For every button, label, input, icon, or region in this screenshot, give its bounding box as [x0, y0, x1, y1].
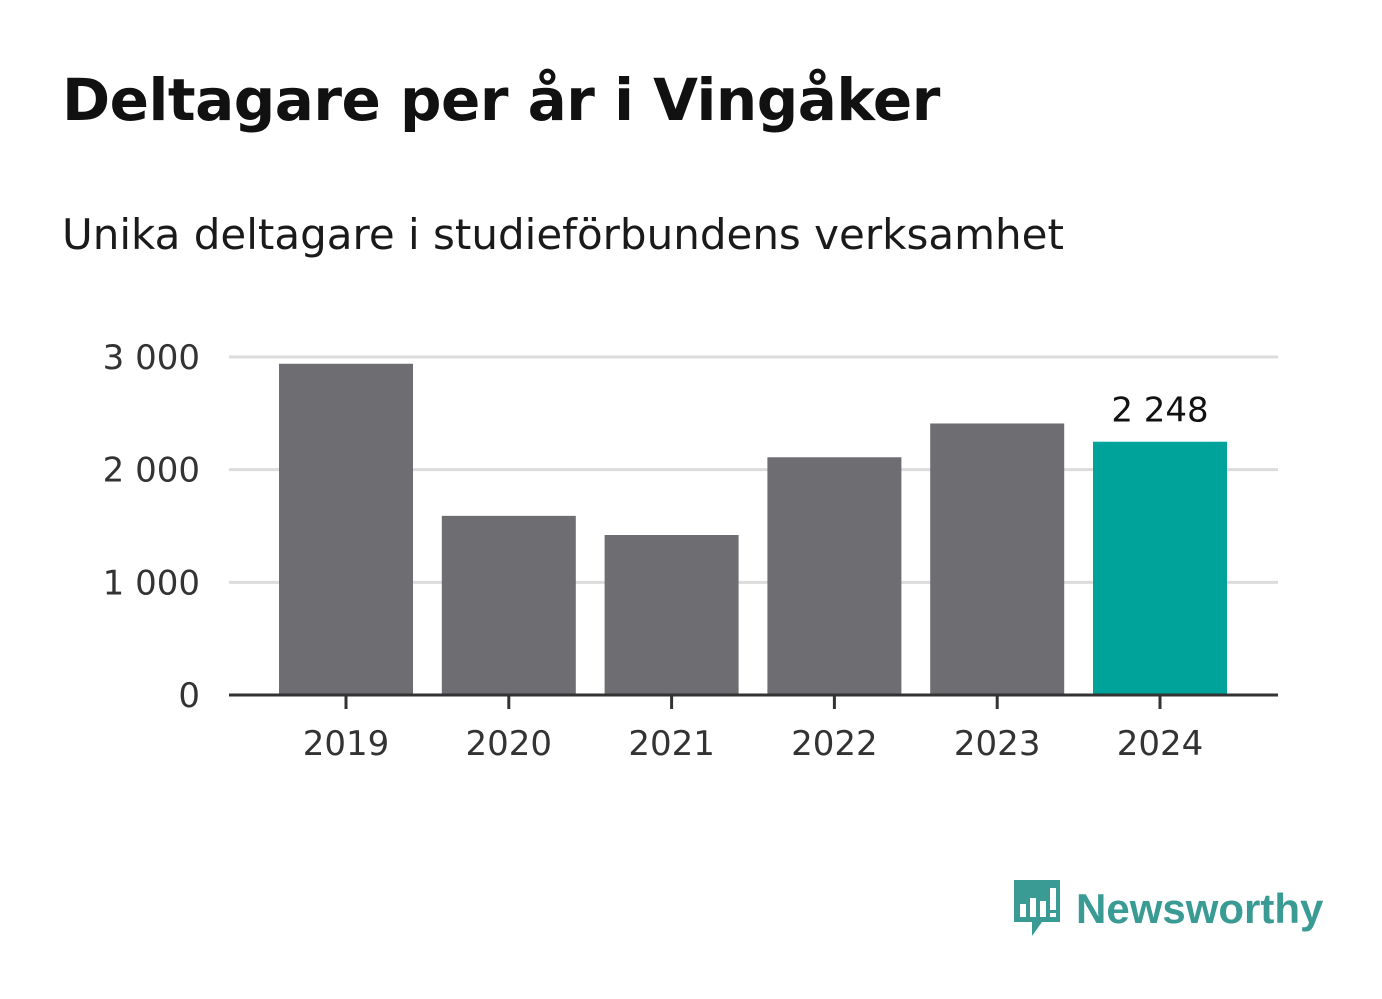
- y-tick-label: 1 000: [103, 563, 200, 603]
- bar: [604, 535, 739, 695]
- brand-logo: Newsworthy: [1012, 878, 1323, 940]
- x-tick-label: 2023: [954, 724, 1041, 764]
- bar: [930, 423, 1065, 695]
- x-tick-label: 2020: [466, 724, 553, 764]
- data-label: 2 248: [1111, 391, 1208, 431]
- chart-title: Deltagare per år i Vingåker: [62, 66, 940, 134]
- x-tick-label: 2019: [303, 724, 390, 764]
- x-tick-label: 2022: [791, 724, 878, 764]
- x-tick-label: 2021: [628, 724, 715, 764]
- bar: [1093, 441, 1227, 695]
- bar: [441, 515, 576, 695]
- brand-name: Newsworthy: [1076, 885, 1324, 932]
- y-tick-label: 2 000: [103, 451, 200, 491]
- bar: [767, 457, 902, 695]
- newsworthy-logo-icon: [1014, 880, 1060, 936]
- y-tick-label: 3 000: [103, 338, 200, 378]
- bar: [279, 363, 413, 695]
- y-tick-label: 0: [178, 676, 200, 716]
- x-tick-label: 2024: [1117, 724, 1204, 764]
- chart-subtitle: Unika deltagare i studieförbundens verks…: [62, 210, 1064, 259]
